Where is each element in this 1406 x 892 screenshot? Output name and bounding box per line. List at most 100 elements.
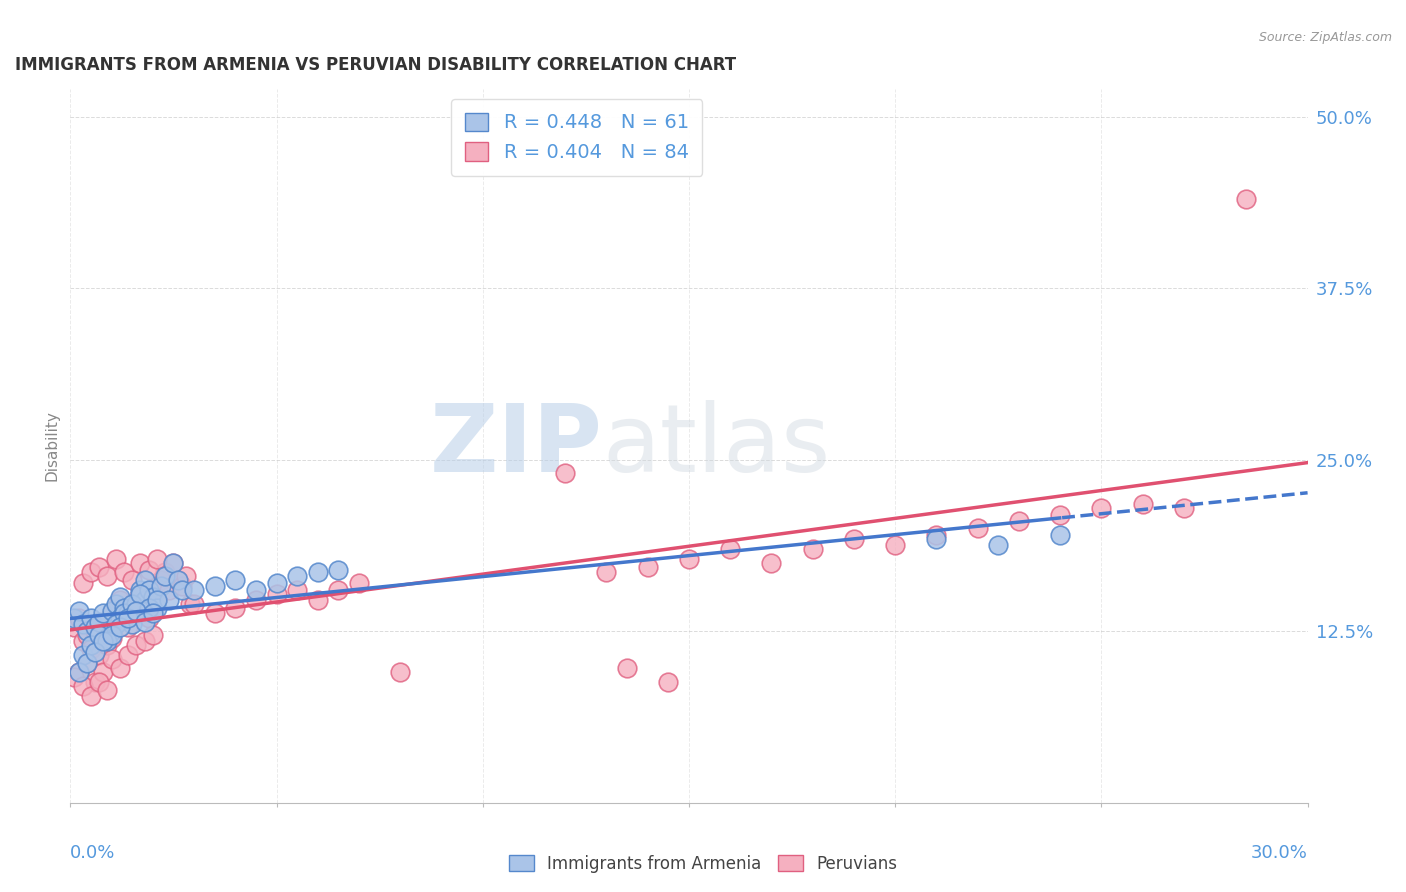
Text: ZIP: ZIP [429,400,602,492]
Point [80,610,103,624]
Point [117,610,139,624]
Point [91,607,114,621]
Point [104,617,127,632]
Point [89,615,111,629]
Point [129,587,152,601]
Point [104,601,127,615]
Point [112,610,135,624]
Point [96,631,118,645]
Y-axis label: Disability: Disability [44,410,59,482]
Point [245,583,267,598]
Text: atlas: atlas [602,400,831,492]
Point [134,615,156,629]
Text: 0.0%: 0.0% [70,844,115,862]
Point [80,642,103,657]
Point [157,583,180,598]
Point [389,665,412,680]
Point [91,665,114,680]
Point [347,576,370,591]
Point [224,601,246,615]
Point [1234,192,1257,206]
Point [1090,500,1112,515]
Point [112,607,135,621]
Point [100,624,122,639]
Point [72,617,94,632]
Point [616,661,638,675]
Point [801,541,824,556]
Point [146,601,169,615]
Point [80,566,103,580]
Point [121,617,143,632]
Point [678,551,700,566]
Point [1008,515,1031,529]
Point [76,656,98,670]
Point [100,631,122,645]
Point [89,628,111,642]
Point [108,620,131,634]
Point [162,556,184,570]
Point [80,689,103,703]
Point [174,569,197,583]
Point [100,651,122,665]
Point [1173,500,1195,515]
Point [153,566,176,580]
Point [138,610,160,624]
Point [121,597,143,611]
Point [170,579,193,593]
Point [142,628,165,642]
Point [63,620,86,634]
Point [328,583,350,598]
Point [554,467,576,481]
Point [89,648,111,662]
Point [157,592,180,607]
Point [121,597,143,611]
Point [67,665,90,680]
Point [1049,508,1071,522]
Point [67,610,90,624]
Point [170,583,193,598]
Point [84,645,107,659]
Point [67,665,90,680]
Point [138,562,160,576]
Text: 30.0%: 30.0% [1251,844,1308,862]
Point [89,675,111,690]
Point [125,604,148,618]
Point [595,566,617,580]
Point [80,638,103,652]
Point [129,583,152,598]
Point [63,669,86,683]
Point [84,624,107,639]
Point [142,607,165,621]
Point [266,576,288,591]
Point [285,569,308,583]
Point [112,601,135,615]
Point [100,607,122,621]
Legend: R = 0.448   N = 61, R = 0.404   N = 84: R = 0.448 N = 61, R = 0.404 N = 84 [451,99,703,176]
Point [100,628,122,642]
Point [204,607,226,621]
Point [183,583,205,598]
Point [67,604,90,618]
Point [125,597,148,611]
Point [1132,497,1154,511]
Point [266,587,288,601]
Point [224,574,246,588]
Point [112,566,135,580]
Point [96,638,118,652]
Point [328,562,350,576]
Point [104,597,127,611]
Point [134,601,156,615]
Point [72,633,94,648]
Point [117,607,139,621]
Point [134,633,156,648]
Point [142,590,165,604]
Point [966,521,988,535]
Point [108,592,131,607]
Point [96,683,118,698]
Point [129,587,152,601]
Point [96,633,118,648]
Point [162,556,184,570]
Point [204,579,226,593]
Point [183,597,205,611]
Point [138,583,160,598]
